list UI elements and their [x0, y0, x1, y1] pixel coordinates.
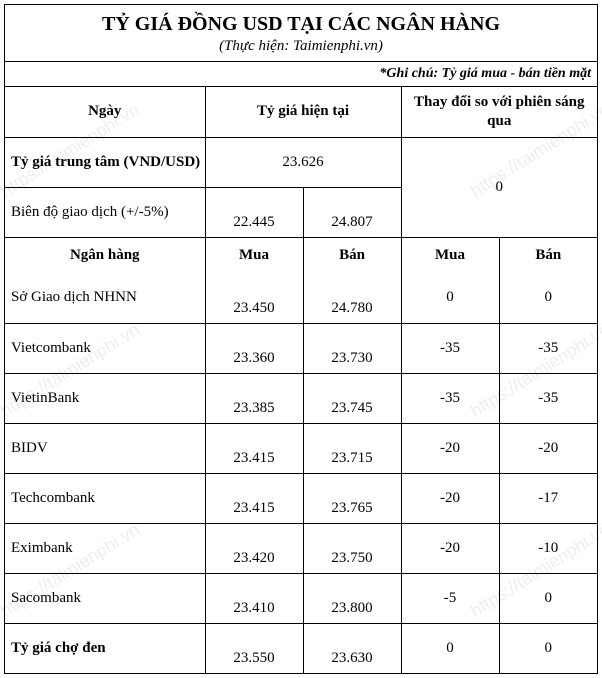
- row-central-value: 23.626: [205, 137, 401, 187]
- note-row: *Ghi chú: Tỷ giá mua - bán tiền mặt: [5, 62, 597, 87]
- title-block: TỶ GIÁ ĐỒNG USD TẠI CÁC NGÂN HÀNG (Thực …: [5, 5, 597, 62]
- row-band-low: 22.445: [205, 187, 303, 237]
- rate-ban: 23.750: [303, 523, 401, 573]
- rate-mua: 23.420: [205, 523, 303, 573]
- delta-mua: -35: [401, 323, 499, 373]
- delta-ban: -10: [499, 523, 597, 573]
- table-row: BIDV23.41523.715-20-20: [5, 423, 597, 473]
- bank-name: Vietcombank: [5, 323, 205, 373]
- rate-ban: 23.730: [303, 323, 401, 373]
- rate-mua: 23.550: [205, 623, 303, 673]
- delta-mua: -35: [401, 373, 499, 423]
- row-band-label: Biên độ giao dịch (+/-5%): [5, 187, 205, 237]
- delta-ban: 0: [499, 623, 597, 673]
- delta-ban: 0: [499, 573, 597, 623]
- rate-ban: 23.765: [303, 473, 401, 523]
- rates-table: Ngày Tỷ giá hiện tại Thay đổi so với phi…: [5, 87, 597, 673]
- rate-ban: 24.780: [303, 273, 401, 323]
- header-mua-1: Mua: [205, 237, 303, 273]
- table-row: Eximbank23.42023.750-20-10: [5, 523, 597, 573]
- header-ngay: Ngày: [5, 87, 205, 137]
- bank-name: Sở Giao dịch NHNN: [5, 273, 205, 323]
- subtitle: (Thực hiện: Taimienphi.vn): [11, 38, 591, 55]
- delta-ban: -17: [499, 473, 597, 523]
- bank-name: Tỷ giá chợ đen: [5, 623, 205, 673]
- delta-ban: -35: [499, 323, 597, 373]
- table-frame: TỶ GIÁ ĐỒNG USD TẠI CÁC NGÂN HÀNG (Thực …: [4, 4, 598, 674]
- bank-name: VietinBank: [5, 373, 205, 423]
- rate-ban: 23.745: [303, 373, 401, 423]
- rate-mua: 23.385: [205, 373, 303, 423]
- delta-mua: -20: [401, 473, 499, 523]
- rate-ban: 23.715: [303, 423, 401, 473]
- rate-ban: 23.630: [303, 623, 401, 673]
- delta-ban: 0: [499, 273, 597, 323]
- row-band-high: 24.807: [303, 187, 401, 237]
- delta-mua: -5: [401, 573, 499, 623]
- bank-name: Eximbank: [5, 523, 205, 573]
- table-row: Sở Giao dịch NHNN23.45024.78000: [5, 273, 597, 323]
- row-central-change: 0: [401, 137, 597, 237]
- bank-name: BIDV: [5, 423, 205, 473]
- delta-ban: -35: [499, 373, 597, 423]
- rate-mua: 23.410: [205, 573, 303, 623]
- header-thay-doi: Thay đổi so với phiên sáng qua: [401, 87, 597, 137]
- delta-mua: 0: [401, 273, 499, 323]
- row-central-label: Tỷ giá trung tâm (VND/USD): [5, 137, 205, 187]
- header-mua-2: Mua: [401, 237, 499, 273]
- rate-mua: 23.450: [205, 273, 303, 323]
- delta-mua: -20: [401, 423, 499, 473]
- rate-mua: 23.415: [205, 423, 303, 473]
- delta-mua: -20: [401, 523, 499, 573]
- table-row: VietinBank23.38523.745-35-35: [5, 373, 597, 423]
- header-ban-1: Bán: [303, 237, 401, 273]
- rate-ban: 23.800: [303, 573, 401, 623]
- table-row: Vietcombank23.36023.730-35-35: [5, 323, 597, 373]
- header-ban-2: Bán: [499, 237, 597, 273]
- bank-name: Techcombank: [5, 473, 205, 523]
- header-ngan-hang: Ngân hàng: [5, 237, 205, 273]
- table-row: Sacombank23.41023.800-50: [5, 573, 597, 623]
- table-row: Tỷ giá chợ đen23.55023.63000: [5, 623, 597, 673]
- rate-mua: 23.360: [205, 323, 303, 373]
- delta-mua: 0: [401, 623, 499, 673]
- header-hien-tai: Tỷ giá hiện tại: [205, 87, 401, 137]
- rate-mua: 23.415: [205, 473, 303, 523]
- table-row: Techcombank23.41523.765-20-17: [5, 473, 597, 523]
- delta-ban: -20: [499, 423, 597, 473]
- bank-name: Sacombank: [5, 573, 205, 623]
- main-title: TỶ GIÁ ĐỒNG USD TẠI CÁC NGÂN HÀNG: [11, 13, 591, 36]
